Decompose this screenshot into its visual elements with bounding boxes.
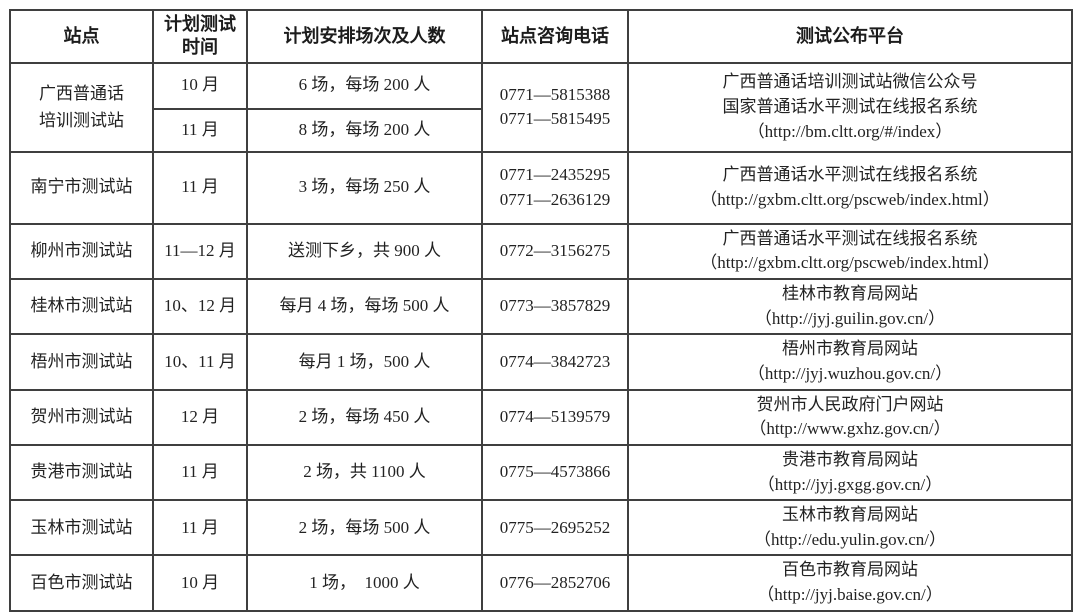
platform-cell: 梧州市教育局网站 （http://jyj.wuzhou.gov.cn/） [627, 333, 1073, 391]
time-cell: 11 月 [152, 150, 248, 225]
station-cell: 南宁市测试站 [9, 150, 154, 225]
table-row: 贵港市测试站 11 月 2 场，共 1100 人 0775—4573866 贵港… [9, 443, 1073, 502]
phone-cell: 0771—5815388 0771—5815495 [481, 61, 629, 153]
phone-cell: 0776—2852706 [481, 554, 629, 612]
table-row: 百色市测试站 10 月 1 场， 1000 人 0776—2852706 百色市… [9, 554, 1073, 612]
sessions-cell: 2 场，每场 450 人 [246, 388, 483, 446]
time-cell: 10、12 月 [152, 278, 248, 336]
phone-cell: 0772—3156275 [481, 222, 629, 281]
phone-cell: 0774—3842723 [481, 333, 629, 391]
table-row: 贺州市测试站 12 月 2 场，每场 450 人 0774—5139579 贺州… [9, 388, 1073, 446]
sessions-cell: 3 场，每场 250 人 [246, 150, 483, 225]
sessions-cell: 2 场，共 1100 人 [246, 443, 483, 502]
col-header-station: 站点 [9, 9, 154, 64]
time-cell: 10 月 [152, 61, 248, 110]
table-row: 桂林市测试站 10、12 月 每月 4 场，每场 500 人 0773—3857… [9, 278, 1073, 336]
platform-cell: 贺州市人民政府门户网站 （http://www.gxhz.gov.cn/） [627, 388, 1073, 446]
time-cell: 11 月 [152, 443, 248, 502]
time-cell: 12 月 [152, 388, 248, 446]
phone-cell: 0775—4573866 [481, 443, 629, 502]
table-row: 广西普通话 培训测试站 10 月 6 场，每场 200 人 0771—58153… [9, 61, 1073, 153]
phone-cell: 0773—3857829 [481, 278, 629, 336]
col-header-test-time: 计划测试 时间 [152, 9, 248, 64]
table-row: 南宁市测试站 11 月 3 场，每场 250 人 0771—2435295 07… [9, 150, 1073, 225]
time-cell: 10 月 [152, 554, 248, 612]
station-cell: 柳州市测试站 [9, 222, 154, 281]
sessions-cell: 每月 1 场，500 人 [246, 333, 483, 391]
test-stations-table: 站点 计划测试 时间 计划安排场次及人数 站点咨询电话 测试公布平台 广西普通话… [9, 9, 1073, 612]
sessions-cell: 送测下乡，共 900 人 [246, 222, 483, 281]
platform-cell: 玉林市教育局网站 （http://edu.yulin.gov.cn/） [627, 499, 1073, 557]
header-row: 站点 计划测试 时间 计划安排场次及人数 站点咨询电话 测试公布平台 [9, 9, 1073, 64]
time-cell: 10、11 月 [152, 333, 248, 391]
phone-cell: 0774—5139579 [481, 388, 629, 446]
sessions-cell: 1 场， 1000 人 [246, 554, 483, 612]
sessions-cell: 每月 4 场，每场 500 人 [246, 278, 483, 336]
platform-cell: 广西普通话水平测试在线报名系统 （http://gxbm.cltt.org/ps… [627, 222, 1073, 281]
station-cell: 梧州市测试站 [9, 333, 154, 391]
station-cell: 贵港市测试站 [9, 443, 154, 502]
platform-cell: 桂林市教育局网站 （http://jyj.guilin.gov.cn/） [627, 278, 1073, 336]
table-row: 玉林市测试站 11 月 2 场，每场 500 人 0775—2695252 玉林… [9, 499, 1073, 557]
platform-cell: 贵港市教育局网站 （http://jyj.gxgg.gov.cn/） [627, 443, 1073, 502]
table-row: 梧州市测试站 10、11 月 每月 1 场，500 人 0774—3842723… [9, 333, 1073, 391]
phone-cell: 0771—2435295 0771—2636129 [481, 150, 629, 225]
station-cell: 贺州市测试站 [9, 388, 154, 446]
time-cell: 11 月 [152, 107, 248, 153]
table-row: 11 月 8 场，每场 200 人 [10, 107, 1072, 153]
platform-cell: 广西普通话水平测试在线报名系统 （http://gxbm.cltt.org/ps… [627, 150, 1073, 225]
phone-cell: 0775—2695252 [481, 499, 629, 557]
col-header-sessions: 计划安排场次及人数 [246, 9, 483, 64]
sessions-cell: 2 场，每场 500 人 [246, 499, 483, 557]
station-cell: 百色市测试站 [9, 554, 154, 612]
sessions-cell: 8 场，每场 200 人 [246, 107, 483, 153]
col-header-phone: 站点咨询电话 [481, 9, 629, 64]
platform-cell: 广西普通话培训测试站微信公众号 国家普通话水平测试在线报名系统 （http://… [627, 61, 1073, 153]
station-cell: 玉林市测试站 [9, 499, 154, 557]
col-header-platform: 测试公布平台 [627, 9, 1073, 64]
platform-cell: 百色市教育局网站 （http://jyj.baise.gov.cn/） [627, 554, 1073, 612]
station-cell: 广西普通话 培训测试站 [9, 61, 154, 153]
time-cell: 11—12 月 [152, 222, 248, 281]
table-row: 柳州市测试站 11—12 月 送测下乡，共 900 人 0772—3156275… [9, 222, 1073, 281]
station-cell: 桂林市测试站 [9, 278, 154, 336]
sessions-cell: 6 场，每场 200 人 [246, 61, 483, 110]
time-cell: 11 月 [152, 499, 248, 557]
